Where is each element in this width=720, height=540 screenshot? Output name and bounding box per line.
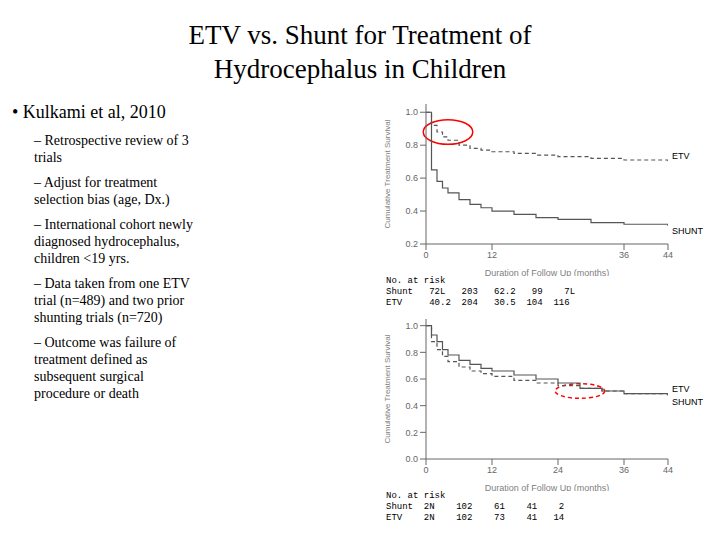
svg-text:36: 36 (619, 250, 629, 260)
svg-text:0.8: 0.8 (405, 140, 418, 150)
svg-text:0: 0 (423, 465, 428, 475)
html-text:ETV 2N 102 73 41 14: ETV 2N 102 73 41 14 (386, 513, 565, 523)
html-text:– Adjust for treatment selecti: – Adjust for treatment selection bias (a… (34, 175, 170, 207)
html-text:– Outcome was failure of treat: – Outcome was failure of treatment defin… (34, 335, 177, 401)
svg-text:24: 24 (553, 465, 563, 475)
svg-text:1.0: 1.0 (405, 321, 418, 331)
html-text:– Data taken from one ETV tria: – Data taken from one ETV trial (n=489) … (34, 276, 190, 325)
svg-text:12: 12 (487, 250, 497, 260)
html-text:Shunt 2N 102 61 41 2: Shunt 2N 102 61 41 2 (386, 502, 565, 512)
svg-text:0.2: 0.2 (405, 428, 418, 438)
svg-text:ETV: ETV (672, 384, 690, 394)
svg-text:0.6: 0.6 (405, 374, 418, 384)
svg-text:12: 12 (487, 465, 497, 475)
svg-text:Duration of Follow Up (months): Duration of Follow Up (months) (485, 483, 610, 491)
svg-text:Cumulative Treatment Survival: Cumulative Treatment Survival (383, 334, 392, 443)
svg-text:0.2: 0.2 (405, 239, 418, 249)
svg-text:Duration of Follow Up (months): Duration of Follow Up (months) (485, 268, 610, 276)
html-text:ETV vs. Shunt for Treatment of: ETV vs. Shunt for Treatment of (188, 20, 532, 50)
svg-text:Cumulative Treatment Survival: Cumulative Treatment Survival (383, 119, 392, 228)
svg-text:0.4: 0.4 (405, 401, 418, 411)
html-text:Shunt 72L 203 62.2 99 7L: Shunt 72L 203 62.2 99 7L (386, 287, 575, 297)
svg-text:0.4: 0.4 (405, 206, 418, 216)
svg-text:ETV: ETV (672, 151, 690, 161)
svg-text:0.8: 0.8 (405, 348, 418, 358)
svg-text:0: 0 (423, 250, 428, 260)
svg-text:SHUNT: SHUNT (672, 226, 704, 236)
svg-text:44: 44 (663, 465, 673, 475)
svg-text:SHUNT: SHUNT (672, 397, 704, 407)
html-text:• Kulkami et al, 2010: • Kulkami et al, 2010 (12, 102, 166, 122)
svg-text:1.0: 1.0 (405, 107, 418, 117)
html-text:ETV 40.2 204 30.5 104 116: ETV 40.2 204 30.5 104 116 (386, 298, 570, 308)
svg-text:0.0: 0.0 (405, 454, 418, 464)
html-text:– International cohort newly d: – International cohort newly diagnosed h… (34, 217, 193, 266)
html-text:No. at risk: No. at risk (386, 491, 446, 501)
html-text:No. at risk: No. at risk (386, 276, 446, 286)
html-text:– Retrospective review of 3 tr: – Retrospective review of 3 trials (34, 133, 189, 165)
html-text:Hydrocephalus in Children: Hydrocephalus in Children (213, 54, 507, 84)
svg-text:44: 44 (663, 250, 673, 260)
svg-text:0.6: 0.6 (405, 173, 418, 183)
svg-text:36: 36 (619, 465, 629, 475)
